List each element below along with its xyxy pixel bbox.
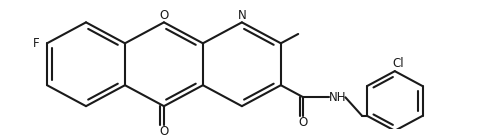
Text: N: N [237,9,246,22]
Text: F: F [33,37,39,50]
Text: O: O [299,116,308,129]
Text: NH: NH [329,91,346,104]
Text: O: O [159,9,168,22]
Text: Cl: Cl [392,57,404,70]
Text: O: O [159,125,168,138]
